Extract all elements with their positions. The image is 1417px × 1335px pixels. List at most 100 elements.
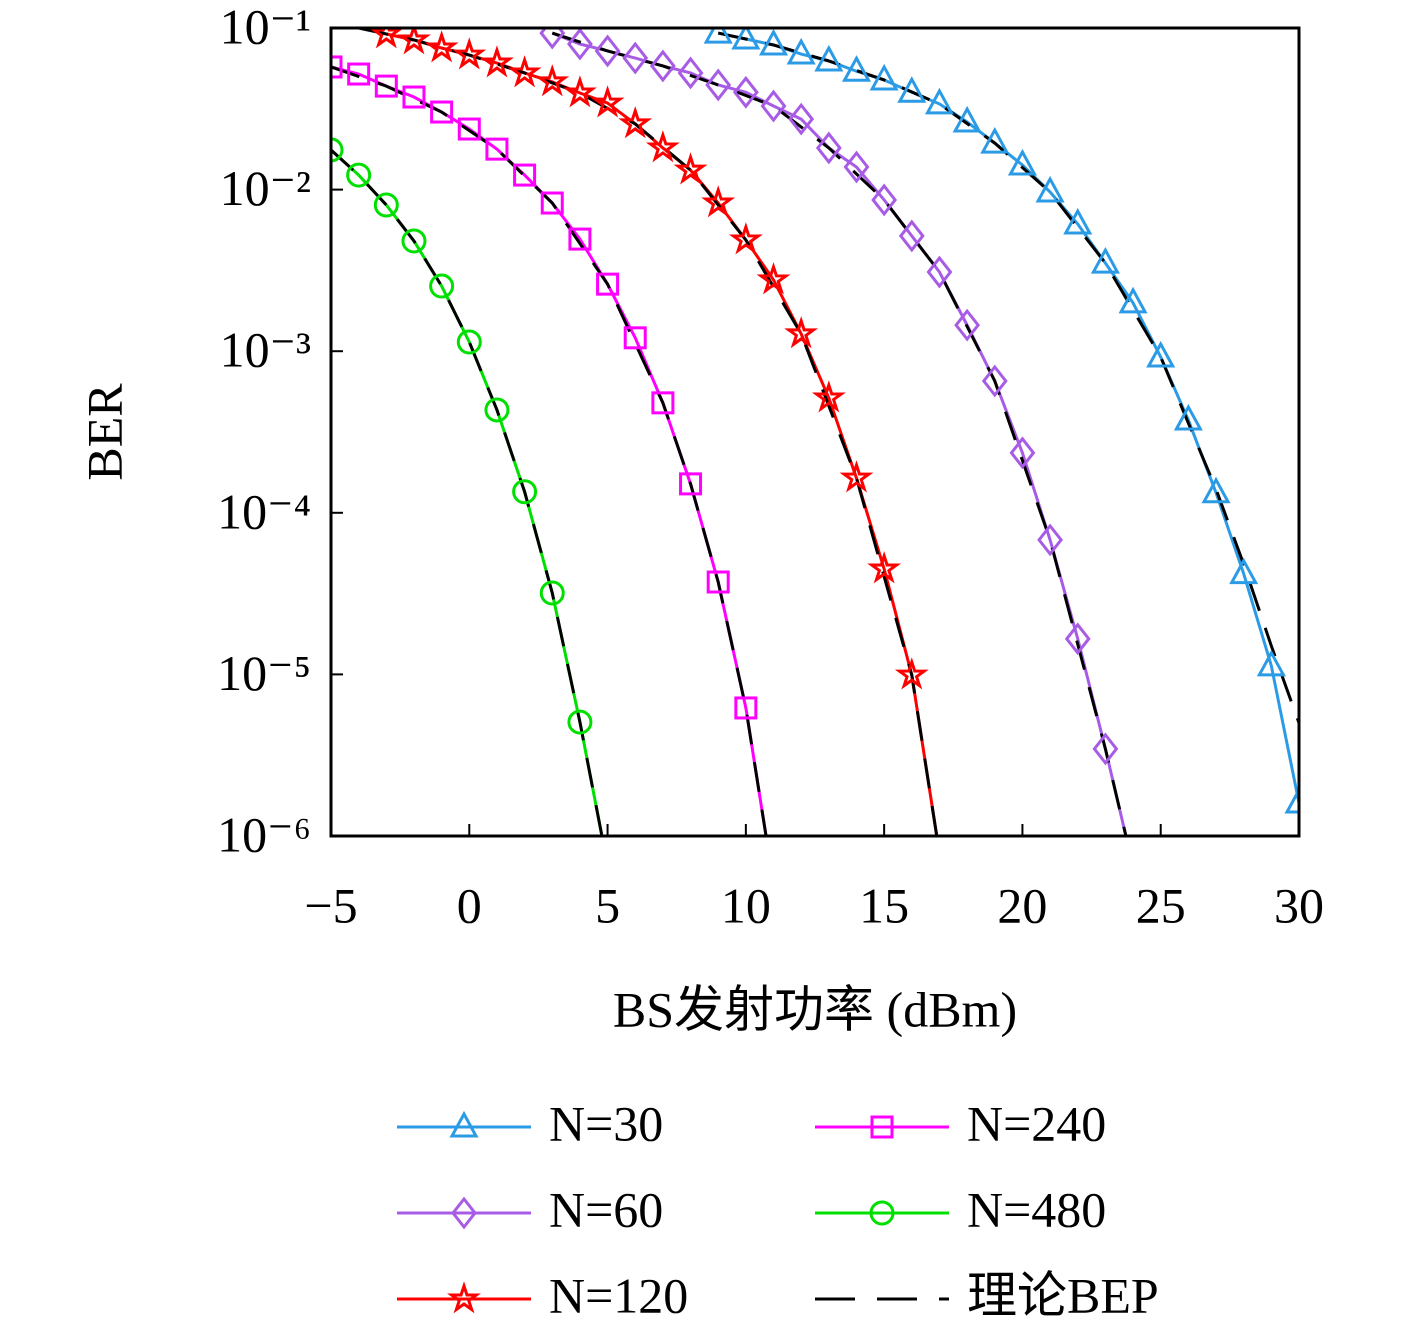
marker <box>567 709 593 735</box>
marker <box>756 262 791 295</box>
marker <box>784 316 819 349</box>
marker <box>703 28 733 44</box>
marker <box>843 150 870 184</box>
marker <box>649 49 676 83</box>
marker <box>706 570 730 594</box>
marker <box>839 460 874 493</box>
marker <box>867 551 902 584</box>
x-tick-label: −5 <box>304 877 357 933</box>
x-tick-label: 25 <box>1136 877 1186 933</box>
marker <box>401 228 427 254</box>
marker <box>981 364 1008 398</box>
marker <box>811 380 846 413</box>
marker <box>1173 403 1203 431</box>
marker <box>952 105 982 133</box>
marker <box>623 326 647 350</box>
marker <box>1229 557 1259 585</box>
marker <box>480 45 514 78</box>
marker <box>1092 732 1119 766</box>
marker <box>760 89 787 123</box>
marker <box>539 580 565 606</box>
marker <box>429 273 455 299</box>
marker <box>452 37 487 70</box>
marker <box>485 137 509 161</box>
marker <box>1201 476 1231 504</box>
y-tick-label: 10⁻⁶ <box>217 806 311 862</box>
marker <box>1035 175 1065 203</box>
legend-label: N=480 <box>967 1181 1106 1237</box>
legend-label: N=240 <box>967 1095 1106 1151</box>
marker <box>926 255 953 289</box>
marker <box>568 227 592 251</box>
axes-box <box>329 26 1301 838</box>
marker <box>786 37 816 65</box>
marker <box>677 56 704 90</box>
marker <box>871 183 898 217</box>
marker <box>734 696 758 720</box>
marker <box>1118 286 1148 314</box>
marker <box>939 835 940 836</box>
marker <box>513 163 537 187</box>
marker <box>562 75 597 108</box>
marker <box>701 185 736 218</box>
marker <box>596 272 620 296</box>
marker <box>618 106 653 139</box>
x-tick-label: 20 <box>997 877 1047 933</box>
x-tick-label: 0 <box>457 877 482 933</box>
marker <box>1009 436 1036 470</box>
plot-area <box>331 28 1299 836</box>
marker <box>1064 622 1091 656</box>
series-line <box>385 32 939 836</box>
marker <box>451 1196 477 1230</box>
marker <box>535 64 570 97</box>
y-tick-label: 10⁻² <box>220 160 311 216</box>
marker <box>567 28 593 61</box>
marker <box>1007 148 1037 176</box>
marker <box>788 102 815 136</box>
marker <box>1256 649 1286 677</box>
y-axis-label: BER <box>76 383 132 481</box>
marker <box>402 85 426 109</box>
marker <box>758 28 789 56</box>
x-axis-label: BS发射功率 (dBm) <box>613 981 1017 1037</box>
marker <box>1063 207 1093 235</box>
marker <box>894 657 929 690</box>
marker <box>673 152 708 185</box>
marker <box>898 219 925 253</box>
marker <box>540 191 564 215</box>
series-line <box>331 148 604 836</box>
marker <box>590 85 625 118</box>
marker <box>374 74 398 98</box>
theory-line <box>331 148 604 836</box>
legend-label: N=30 <box>549 1095 663 1151</box>
marker <box>594 34 621 68</box>
marker <box>679 472 703 496</box>
marker <box>346 162 372 188</box>
marker <box>331 137 344 163</box>
legend-label: N=120 <box>549 1267 688 1323</box>
x-tick-label: 15 <box>859 877 909 933</box>
x-tick-label: 30 <box>1274 877 1324 933</box>
marker <box>924 87 954 115</box>
marker <box>331 55 343 79</box>
marker <box>870 1115 894 1139</box>
y-tick-label: 10⁻⁴ <box>217 483 311 539</box>
marker <box>347 62 371 86</box>
marker <box>456 329 482 355</box>
marker <box>869 63 899 91</box>
marker <box>705 68 732 102</box>
marker <box>728 222 763 255</box>
theory-line <box>717 31 1299 724</box>
legend-label: 理论BEP <box>967 1267 1159 1323</box>
marker <box>815 131 842 165</box>
marker <box>1090 246 1120 274</box>
marker <box>651 391 675 415</box>
marker <box>424 30 459 63</box>
marker <box>1284 786 1299 814</box>
x-tick-label: 5 <box>595 877 620 933</box>
marker <box>484 397 510 423</box>
marker <box>507 55 542 88</box>
marker <box>980 126 1010 154</box>
marker <box>897 76 927 103</box>
